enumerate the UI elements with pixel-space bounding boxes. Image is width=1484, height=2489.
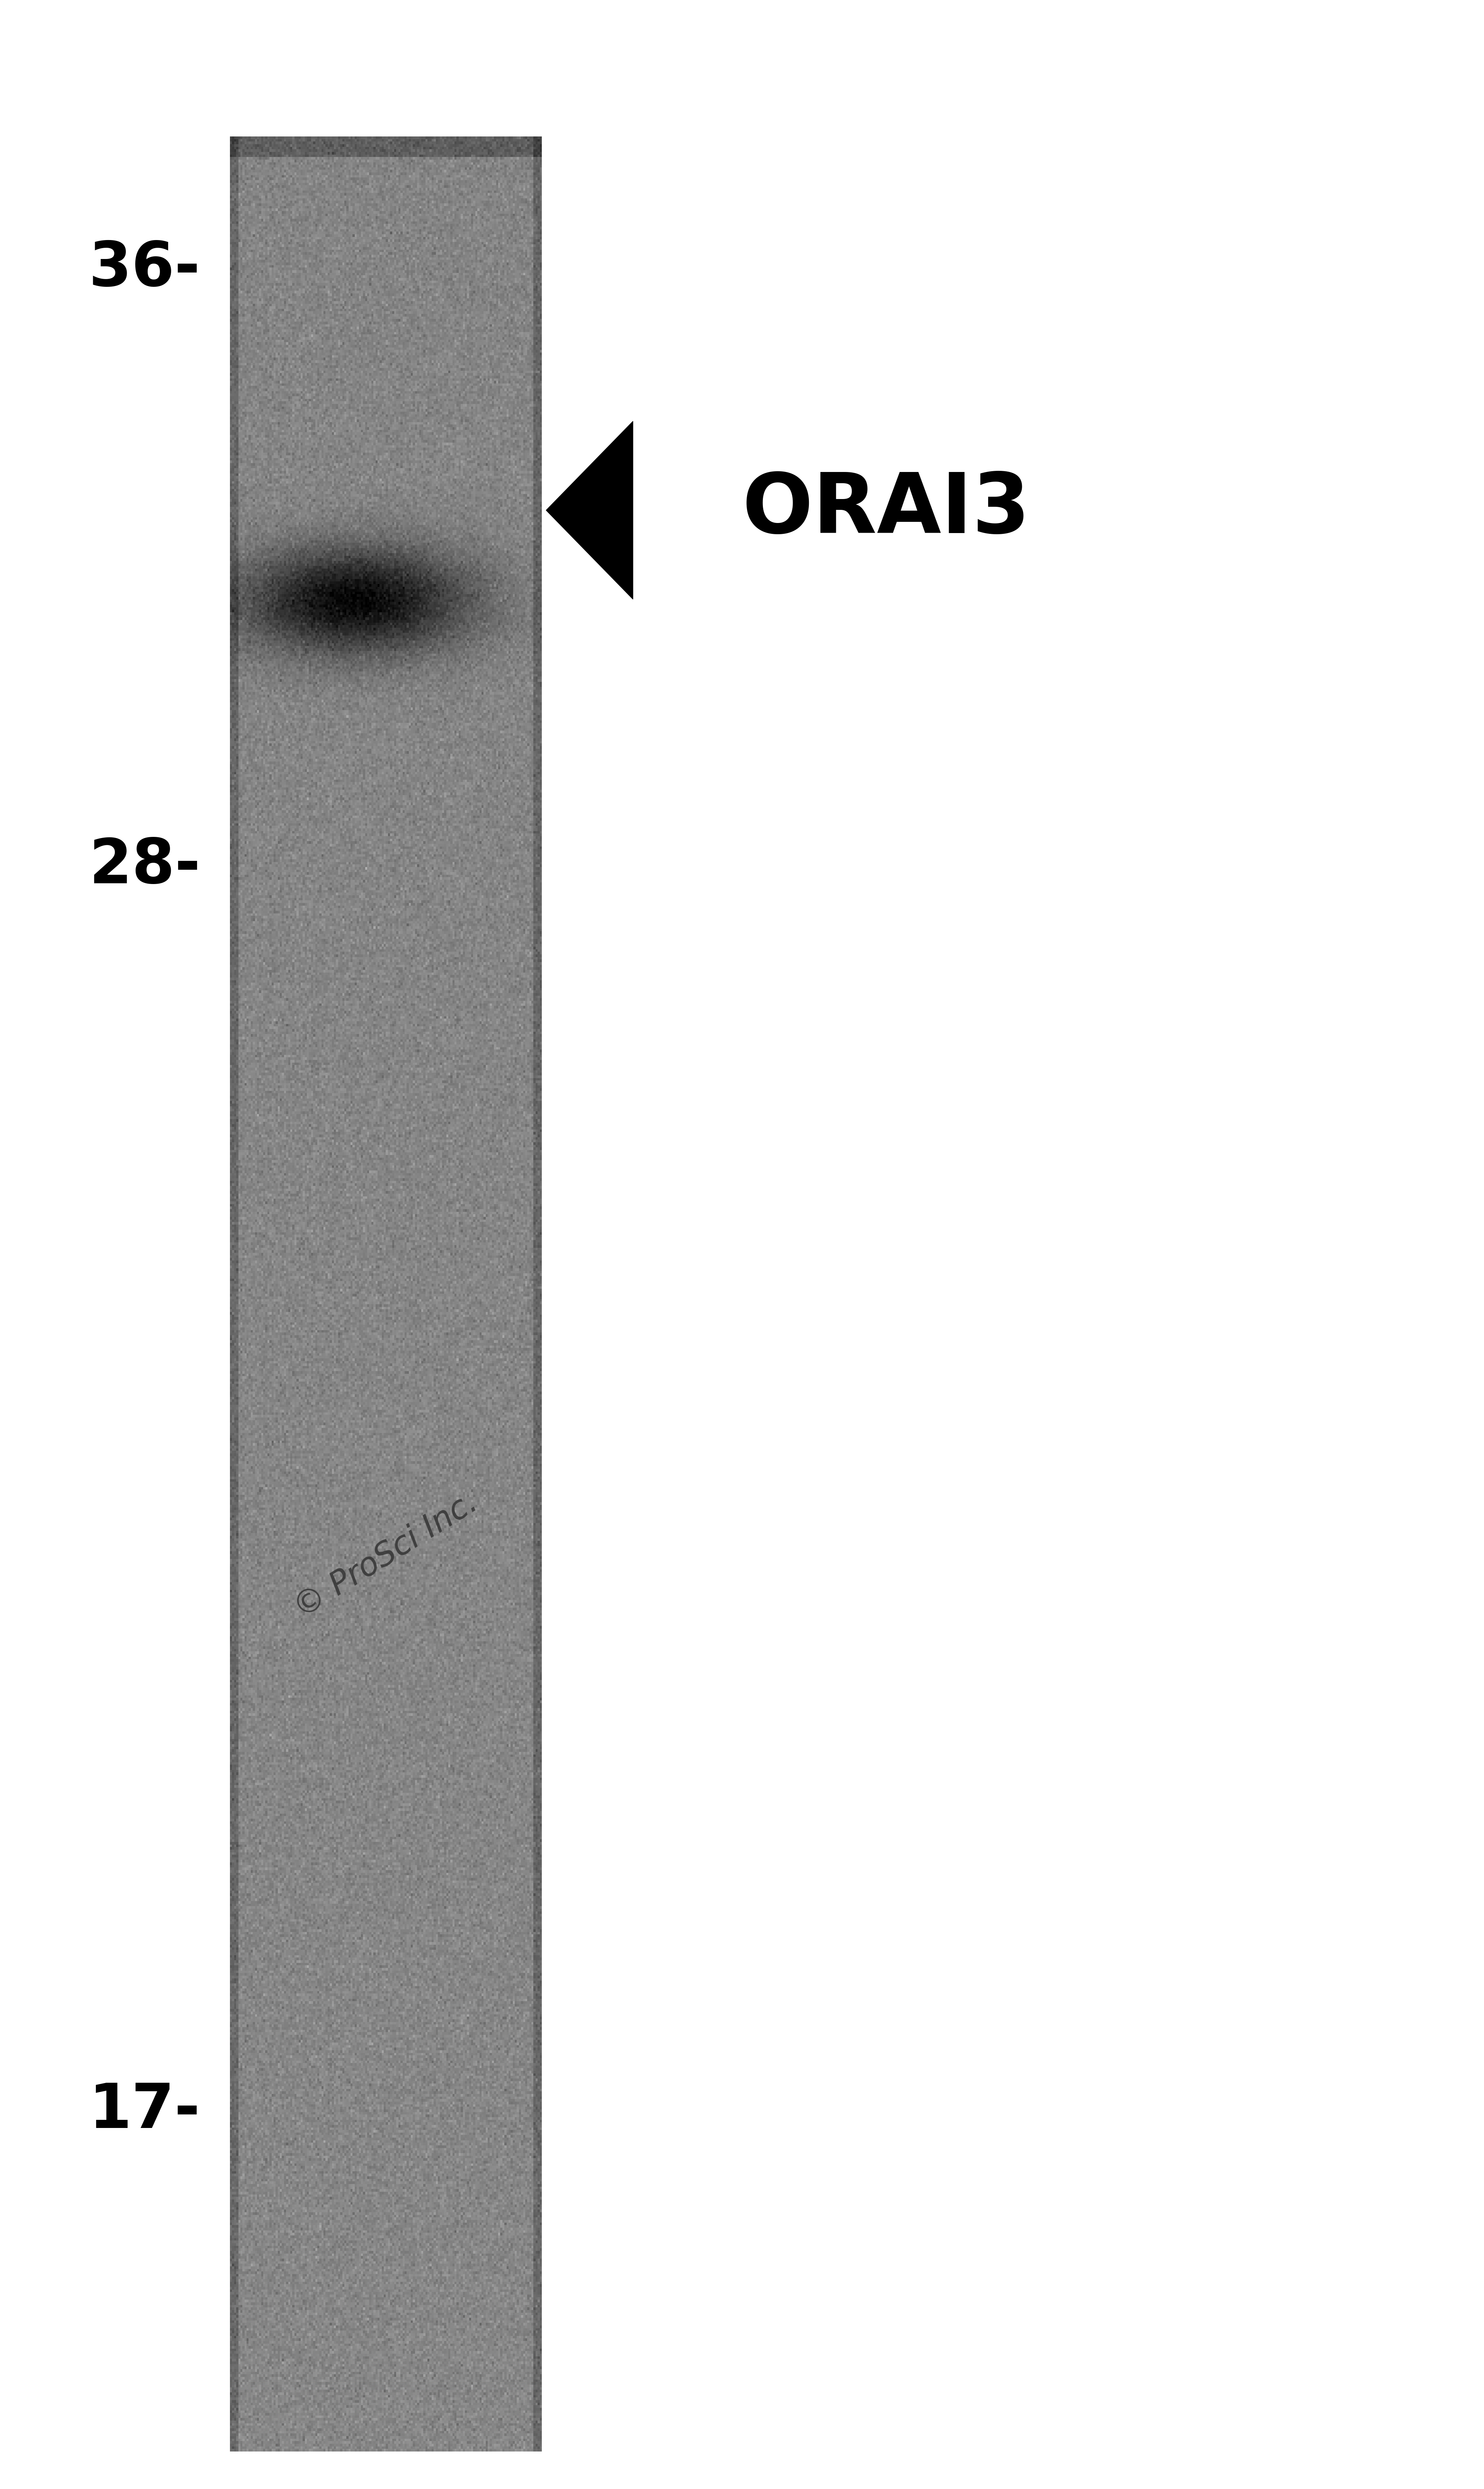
Polygon shape: [546, 421, 632, 600]
Text: ORAI3: ORAI3: [742, 470, 1030, 550]
Text: © ProSci Inc.: © ProSci Inc.: [288, 1486, 484, 1625]
Text: 28-: 28-: [89, 836, 200, 896]
Text: 17-: 17-: [89, 2081, 200, 2141]
Text: 36-: 36-: [89, 239, 200, 299]
